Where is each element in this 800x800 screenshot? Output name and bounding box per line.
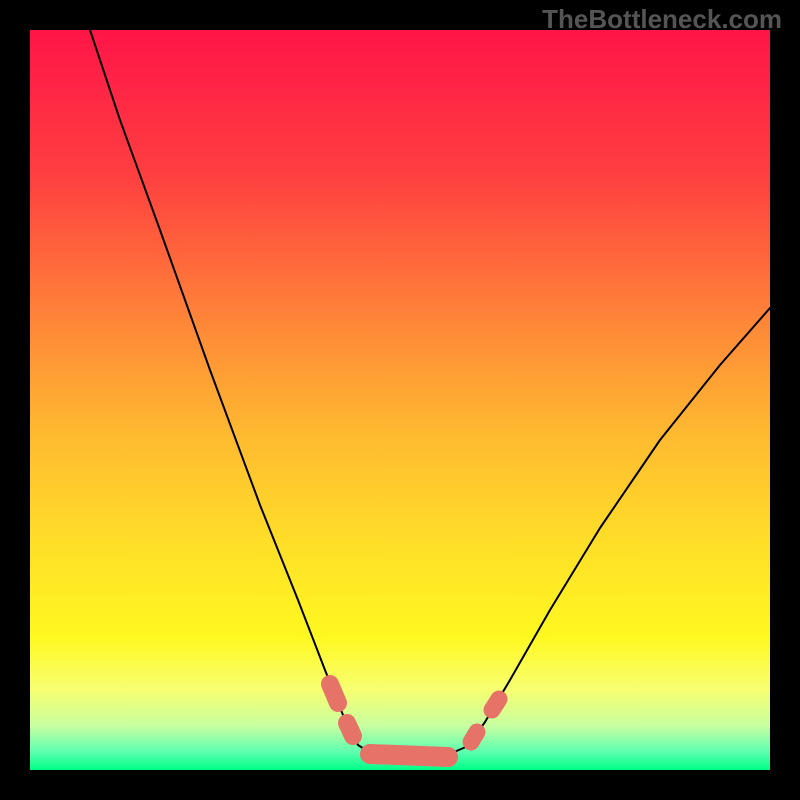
marker-capsule	[330, 684, 338, 703]
marker-capsule	[370, 754, 448, 757]
plot-background	[30, 30, 770, 770]
chart-svg	[0, 0, 800, 800]
marker-capsule	[492, 699, 499, 710]
chart-frame: TheBottleneck.com	[0, 0, 800, 800]
watermark-text: TheBottleneck.com	[542, 4, 782, 35]
marker-capsule	[471, 732, 477, 742]
marker-capsule	[347, 723, 353, 736]
